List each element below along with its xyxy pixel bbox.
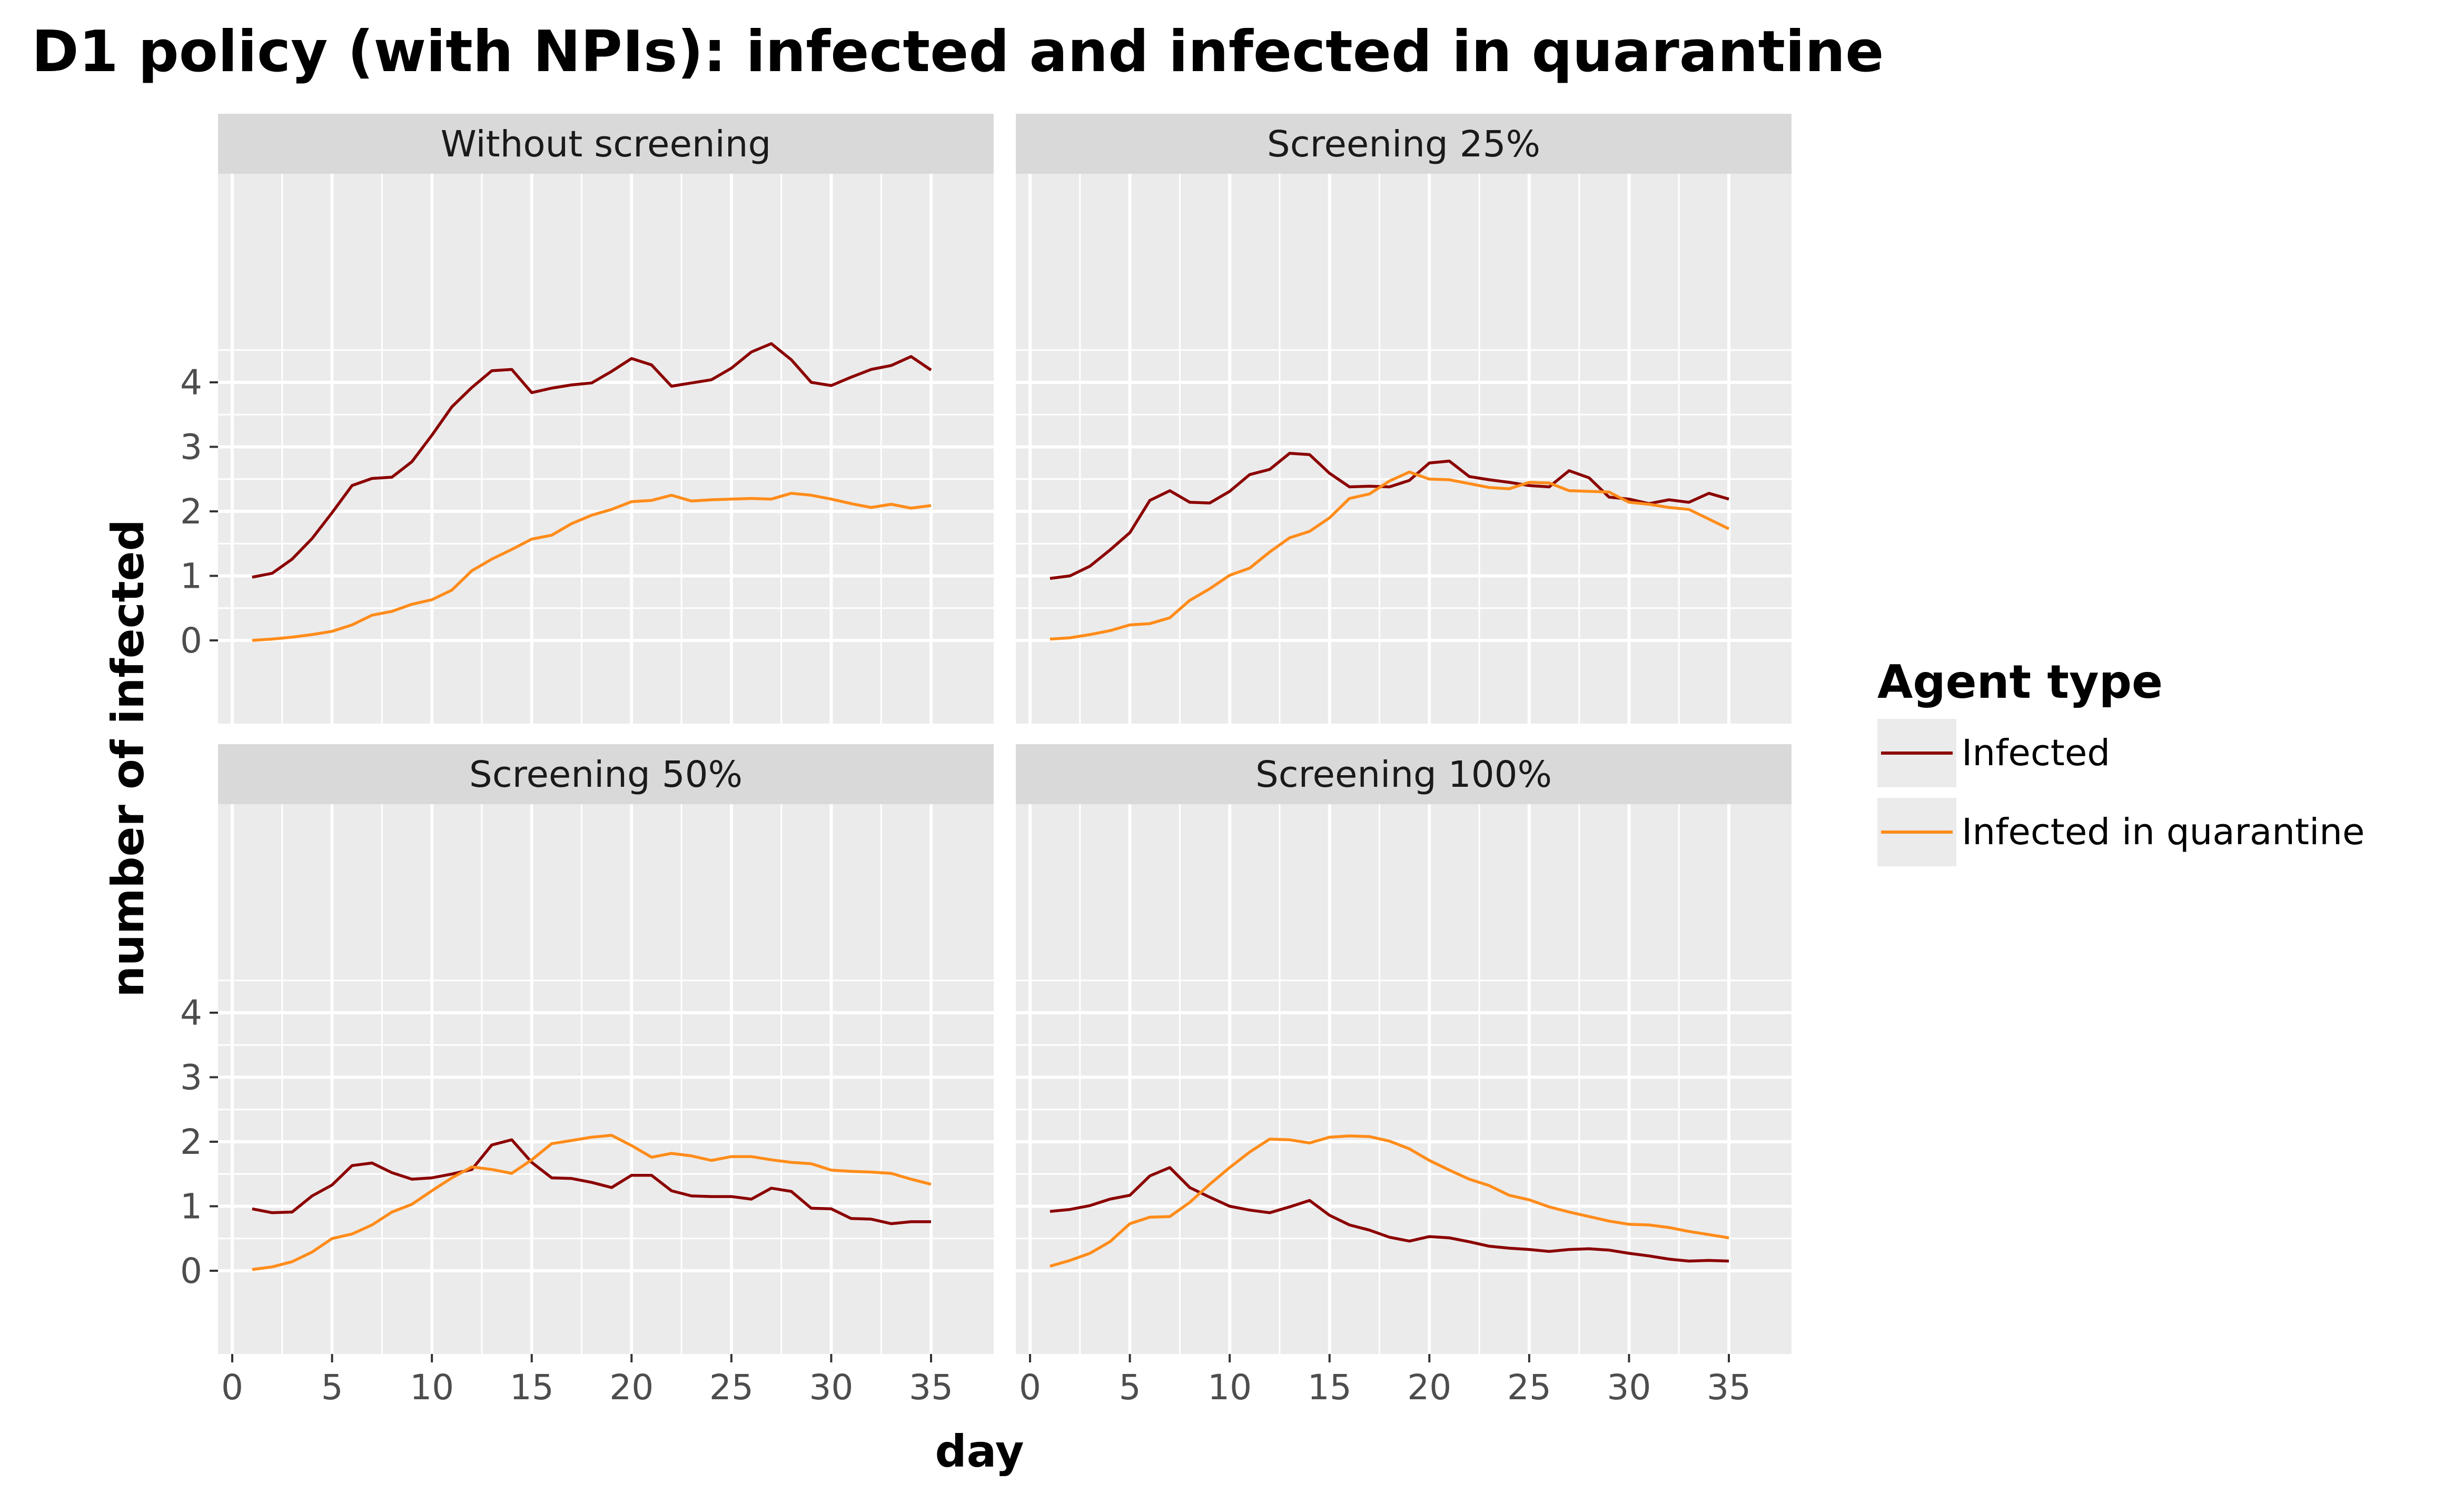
series-line-infected-in-quarantine — [252, 1134, 932, 1271]
x-tick-label: 15 — [1308, 1367, 1352, 1408]
facet-strip — [1016, 114, 1792, 174]
axes: 0 1 2 3 4 0 1 2 3 4 0 5 10 15 20 25 30 35 0 5 10 15 20 25 30 35 — [180, 362, 1751, 1408]
series-line-infected — [252, 342, 932, 579]
x-tick-label: 10 — [1208, 1367, 1252, 1408]
x-tick-label: 10 — [410, 1367, 454, 1408]
x-tick-label: 20 — [609, 1367, 654, 1408]
facet-strip-label: Screening 50% — [469, 754, 743, 796]
facet-without-screening: Without screening — [218, 114, 994, 724]
panel-background — [1016, 174, 1792, 724]
x-tick-label: 15 — [510, 1367, 554, 1408]
legend-label: Infected — [1962, 732, 2110, 774]
facet-strip-label: Screening 25% — [1267, 123, 1540, 165]
y-tick-label: 4 — [180, 362, 202, 403]
legend-label: Infected in quarantine — [1962, 811, 2364, 853]
chart-title: D1 policy (with NPIs): infected and infe… — [32, 19, 1884, 85]
y-tick-label: 1 — [180, 556, 202, 597]
facet-panels: Without screening Screening 25% Screening … — [218, 114, 1792, 1354]
facet-strip — [218, 744, 994, 804]
x-tick-label: 30 — [1607, 1367, 1651, 1408]
facet-strip — [1016, 744, 1792, 804]
x-tick-label: 35 — [1707, 1367, 1751, 1408]
y-tick-label: 3 — [180, 1057, 202, 1098]
series-line-infected — [1050, 1166, 1729, 1263]
gridlines — [1016, 174, 1792, 724]
gridlines — [218, 804, 994, 1354]
x-tick-label: 25 — [1507, 1367, 1551, 1408]
x-tick-label: 30 — [809, 1367, 853, 1408]
x-tick-label: 0 — [1019, 1367, 1041, 1408]
x-tick-label: 5 — [1119, 1367, 1141, 1408]
legend: Agent type Infected Infected in quarantin… — [1877, 655, 2364, 866]
series-line-infected-in-quarantine — [1050, 470, 1730, 641]
panel-background — [1016, 804, 1792, 1354]
y-axis-title: number of infected — [102, 519, 154, 997]
series-line-infected-in-quarantine — [252, 491, 932, 642]
facet-screening-100: Screening 100% — [1016, 744, 1792, 1354]
series-line-infected — [252, 1138, 931, 1225]
panel-background — [218, 174, 994, 724]
legend-item-infected: Infected — [1877, 719, 2110, 787]
gridlines — [218, 174, 994, 724]
series-line-infected-in-quarantine — [1050, 1134, 1729, 1268]
panel-background — [218, 804, 994, 1354]
y-tick-label: 0 — [180, 1251, 202, 1291]
legend-items: Infected Infected in quarantine — [1877, 719, 2364, 866]
y-tick-label: 2 — [180, 491, 202, 532]
y-tick-label: 4 — [180, 993, 202, 1033]
legend-item-infected-in-quarantine: Infected in quarantine — [1877, 798, 2364, 866]
x-tick-label: 5 — [321, 1367, 343, 1408]
y-tick-label: 0 — [180, 620, 202, 661]
legend-title: Agent type — [1877, 655, 2163, 709]
x-tick-label: 25 — [709, 1367, 754, 1408]
x-tick-label: 35 — [909, 1367, 953, 1408]
facet-screening-50: Screening 50% — [218, 744, 994, 1354]
facet-strip — [218, 114, 994, 174]
x-tick-label: 0 — [221, 1367, 243, 1408]
facet-strip-label: Screening 100% — [1255, 754, 1552, 796]
series-line-infected — [1050, 452, 1729, 580]
x-tick-label: 20 — [1407, 1367, 1451, 1408]
x-axis-title: day — [935, 1426, 1024, 1477]
facet-screening-25: Screening 25% — [1016, 114, 1792, 724]
y-tick-label: 2 — [180, 1122, 202, 1162]
gridlines — [1016, 804, 1792, 1354]
y-tick-label: 1 — [180, 1186, 202, 1227]
y-tick-label: 3 — [180, 427, 202, 468]
facet-strip-label: Without screening — [441, 123, 771, 165]
